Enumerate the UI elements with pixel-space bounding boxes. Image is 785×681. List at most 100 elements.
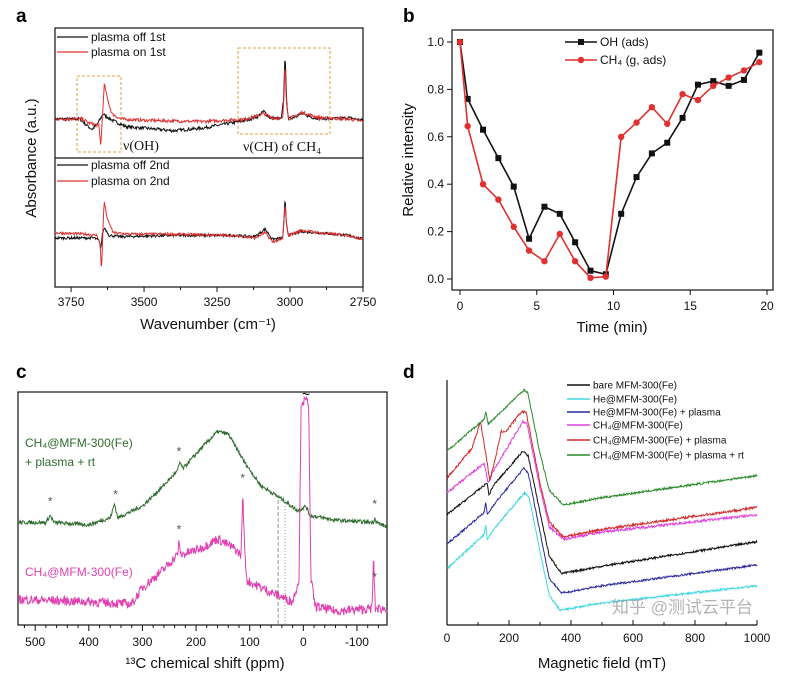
panel-c-label-pink: CH₄@MFM-300(Fe) [25,565,133,579]
panel-d-legend-label: He@MFM-300(Fe) [593,395,677,406]
panel-c-label-green-1: CH₄@MFM-300(Fe) [25,436,133,450]
panel-b-marker-square [740,76,747,83]
panel-d-series-line [446,419,758,542]
panel-a-series-line [54,201,364,267]
panel-c-frame [17,391,388,626]
panel-d-xtick-label: 800 [685,631,705,645]
panel-d-xlabel: Magnetic field (mT) [538,655,666,672]
panel-b-xlabel: Time (min) [576,319,647,336]
panel-b-ytick-label: 1.0 [427,35,444,49]
panel-c-xlabel: ¹³C chemical shift (ppm) [125,655,284,672]
panel-b-marker-square [495,155,502,162]
panel-a-legend-4: plasma on 2nd [91,174,170,188]
panel-b-marker-circle [525,247,533,254]
panel-b-marker-square [556,210,563,217]
panel-b-marker-circle [495,196,502,203]
panel-a-series-line [54,60,364,134]
panel-label-c: c [16,362,27,383]
panel-a-xtick-label: 3500 [131,295,158,309]
sideband-asterisk: * [240,471,245,485]
axis-break-marker: ~ [302,386,310,402]
panel-d-series-line [446,466,758,595]
panel-b-marker-circle [664,120,671,127]
panel-a-ch-highlight-box [237,47,331,135]
panel-c-series-line [17,395,388,616]
panel-b-marker-square [464,95,471,102]
panel-a-series-line [54,69,364,145]
panel-c-xtick-label: -100 [345,635,369,649]
watermark: 知乎 @测试云平台 [612,598,753,617]
panel-d-legend-label: CH₄@MFM-300(Fe) + plasma + rt [593,451,744,462]
panel-b-xtick-label: 0 [457,299,464,313]
panel-d-legend-label: bare MFM-300(Fe) [593,381,677,392]
panel-d-series-line [446,450,758,575]
panel-b-marker-circle [456,38,464,46]
panel-b-marker-square [710,78,717,85]
panel-c-xtick-label: 100 [240,635,260,649]
panel-b-marker-circle [648,103,656,111]
sideband-asterisk: * [177,522,182,536]
panel-b-marker-circle [740,67,748,74]
panel-d-legend-label: CH₄@MFM-300(Fe) + plasma [593,436,727,447]
panel-b-marker-square [664,139,671,146]
panel-b-marker-circle [464,122,471,130]
panel-a-legend-3: plasma off 2nd [91,158,170,172]
panel-d-series-line [446,388,758,506]
panel-a-xtick-label: 2750 [350,295,377,309]
panel-b-marker-square [725,82,732,89]
panel-b-marker-square [633,174,640,181]
panel-a-oh-highlight-box [76,75,122,153]
panel-b-ytick-label: 0.2 [427,225,444,239]
panel-b-legend-marker [578,39,584,45]
panel-b-marker-circle [679,90,686,98]
panel-b-ytick-label: 0.6 [427,130,444,144]
panel-b-marker-square [648,150,655,157]
panel-d-xtick-label: 600 [623,631,643,645]
panel-d-xtick-label: 400 [561,631,581,645]
panel-b-legend-2: CH₄ (g, ads) [600,53,666,67]
panel-b-marker-square [694,81,701,88]
panel-b-xtick-label: 5 [533,299,540,313]
panel-d-legend-label: He@MFM-300(Fe) + plasma [593,408,721,419]
panel-a-legend-2: plasma on 1st [91,45,166,59]
panel-b-marker-circle [510,223,517,231]
panel-d-series-line [446,409,758,539]
panel-b-legend-marker [577,56,585,64]
panel-b-ytick-label: 0.8 [427,82,444,96]
panel-d-legend-label: CH₄@MFM-300(Fe) [593,421,683,432]
panel-b-marker-square [679,114,686,121]
panel-a-ylabel: Absorbance (a.u.) [23,98,40,217]
panel-a-xtick-label: 3000 [277,295,304,309]
panel-b-xtick-label: 10 [607,299,621,313]
panel-label-a: a [16,6,27,27]
panel-b-frame [451,29,774,291]
annotation-oh: ν(OH) [123,139,159,154]
panel-c-xtick-label: 200 [186,635,206,649]
panel-b-marker-square [587,267,594,274]
panel-c-series-line [17,429,388,529]
panel-c-xtick-label: 300 [132,635,152,649]
panel-c-xtick-label: 500 [25,635,45,649]
panel-b-ylabel: Relative intensity [400,103,417,217]
panel-c-label-green-2: + plasma + rt [25,455,96,469]
panel-b-marker-square [756,49,763,56]
annotation-ch: ν(CH) of CH₄ [243,140,321,155]
sideband-asterisk: * [113,488,118,502]
panel-a-xtick-label: 3750 [58,295,85,309]
sideband-asterisk: * [48,494,53,508]
panel-b-marker-square [618,210,625,217]
panel-b-marker-circle [710,82,717,90]
panel-d-xtick-label: 1000 [744,631,771,645]
panel-b-marker-circle [617,133,625,140]
panel-label-b: b [403,6,415,27]
panel-b-marker-square [526,235,533,242]
panel-b-marker-square [480,126,487,133]
sideband-asterisk: * [372,497,377,511]
sideband-asterisk: * [372,570,377,584]
panel-b-xtick-label: 20 [760,299,774,313]
panel-b-ytick-label: 0.0 [427,272,444,286]
panel-b-marker-square [510,183,517,190]
panel-b-marker-circle [602,273,610,280]
panel-b-marker-circle [756,58,763,66]
